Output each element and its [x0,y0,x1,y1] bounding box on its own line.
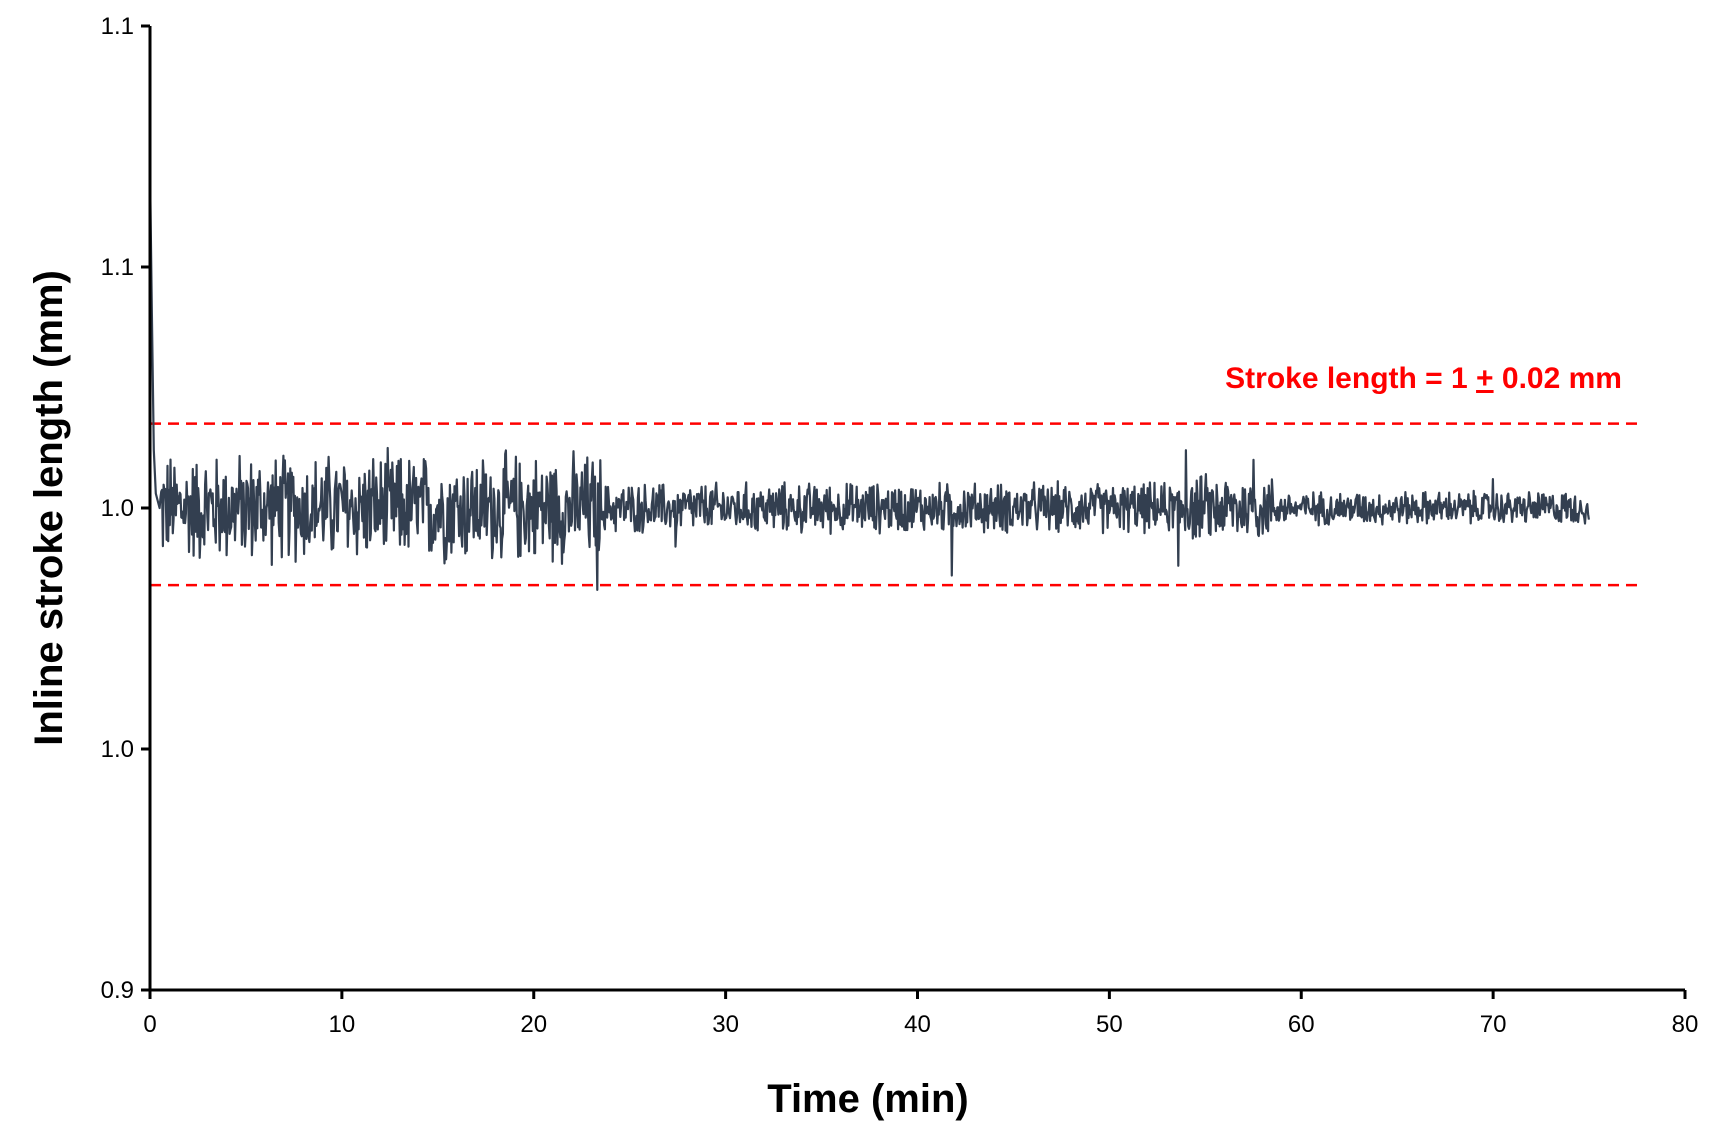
x-tick-label: 70 [1480,1011,1507,1038]
x-tick-label: 0 [143,1011,156,1038]
x-tick-label: 50 [1096,1011,1123,1038]
x-tick-label: 20 [520,1011,547,1038]
y-tick-label: 0.9 [101,977,134,1004]
annotation-plus-minus-symbol: + [1476,362,1494,395]
x-tick-label: 10 [329,1011,356,1038]
y-tick-label: 1.0 [101,495,134,522]
x-tick-label: 30 [712,1011,739,1038]
x-tick-label: 80 [1672,1011,1699,1038]
y-axis-title: Inline stroke length (mm) [27,270,71,746]
x-tick-label: 60 [1288,1011,1315,1038]
x-tick-label: 40 [904,1011,931,1038]
y-ticks: 0.9 1.0 1.0 1.1 1.1 [101,13,150,1004]
series-line [148,170,1590,591]
annotation-suffix: 0.02 mm [1494,362,1622,395]
y-tick-label: 1.1 [101,254,134,281]
tolerance-annotation: Stroke length = 1 + 0.02 mm [1225,362,1622,395]
y-tick-label: 1.0 [101,736,134,763]
x-ticks: 0 10 20 30 40 50 60 70 80 [143,990,1698,1038]
x-axis-title: Time (min) [767,1077,969,1121]
reference-lines [150,422,1638,587]
annotation-prefix: Stroke length = 1 [1225,362,1476,395]
y-tick-label: 1.1 [101,13,134,40]
